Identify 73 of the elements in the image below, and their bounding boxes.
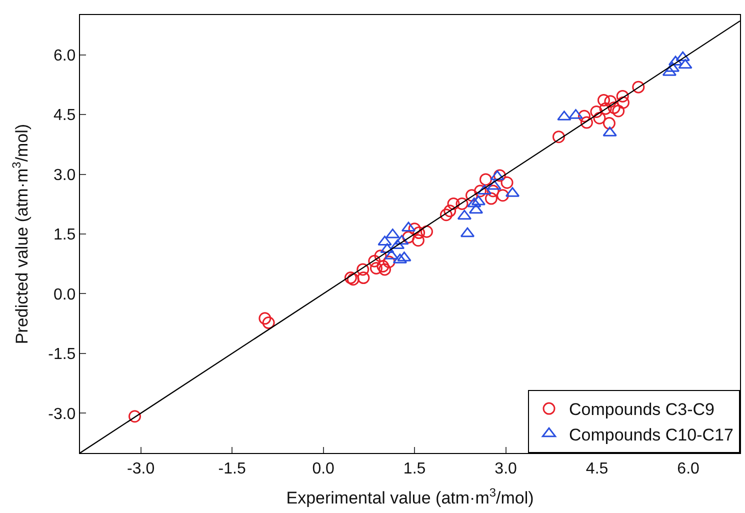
legend-label: Compounds C3-C9 (569, 400, 715, 420)
y-tick-label: 3.0 (53, 166, 76, 184)
point (258, 312, 272, 325)
point (465, 189, 478, 202)
point (440, 208, 452, 222)
point (382, 256, 396, 268)
point (344, 272, 357, 284)
x-axis-title: Experimental value (atm·m$^{3}$/mol) (286, 486, 534, 508)
point (346, 273, 360, 286)
point (262, 316, 275, 330)
y-tick-label: 4.5 (53, 107, 76, 124)
point (408, 222, 421, 236)
point (593, 112, 606, 124)
point (468, 204, 484, 214)
point (578, 110, 591, 122)
point (380, 243, 394, 254)
point (486, 184, 500, 198)
point (456, 197, 468, 210)
point (678, 58, 692, 69)
point (616, 90, 629, 102)
y-tick-label: 1.5 (53, 226, 76, 244)
point (401, 222, 416, 232)
point (374, 250, 387, 262)
legend-label: Compounds C10-C17 (569, 425, 734, 444)
point (612, 104, 625, 118)
x-tick-label: -1.5 (218, 460, 246, 478)
point (487, 180, 502, 190)
point (604, 95, 617, 108)
point (590, 106, 603, 118)
y-tick-label: 6.0 (53, 47, 76, 64)
point (357, 272, 370, 284)
y-tick-label: -3.0 (48, 406, 76, 423)
point (467, 197, 482, 208)
x-tick-label: 1.5 (403, 460, 426, 478)
x-tick-label: -3.0 (127, 460, 155, 478)
point (552, 130, 565, 144)
point (602, 117, 616, 130)
point (412, 226, 426, 240)
point (128, 410, 141, 423)
point (500, 176, 514, 189)
point (597, 94, 610, 106)
point (447, 197, 460, 210)
x-tick-label: 4.5 (586, 460, 608, 478)
point (444, 204, 456, 218)
point (356, 263, 370, 276)
point (474, 184, 487, 198)
point (608, 102, 620, 114)
point (632, 80, 645, 94)
point (599, 102, 612, 115)
point (676, 51, 690, 62)
x-tick-label: 3.0 (494, 460, 518, 478)
point (390, 239, 405, 250)
point (370, 262, 382, 274)
point (412, 234, 424, 247)
point (394, 234, 409, 245)
point (484, 192, 498, 205)
point (493, 169, 506, 182)
point (479, 173, 492, 186)
x-tick-label: 0.0 (312, 460, 335, 478)
point (496, 189, 510, 202)
point (376, 260, 390, 272)
point (490, 170, 504, 180)
point (460, 227, 475, 238)
point (368, 254, 381, 268)
point (616, 96, 630, 109)
y-tick-label: 0.0 (53, 286, 76, 304)
y-tick-label: -1.5 (48, 346, 76, 364)
point (457, 210, 472, 220)
point (402, 230, 415, 244)
point (378, 263, 392, 276)
point (580, 116, 593, 129)
x-tick-label: 6.0 (677, 460, 700, 478)
point (420, 225, 433, 238)
